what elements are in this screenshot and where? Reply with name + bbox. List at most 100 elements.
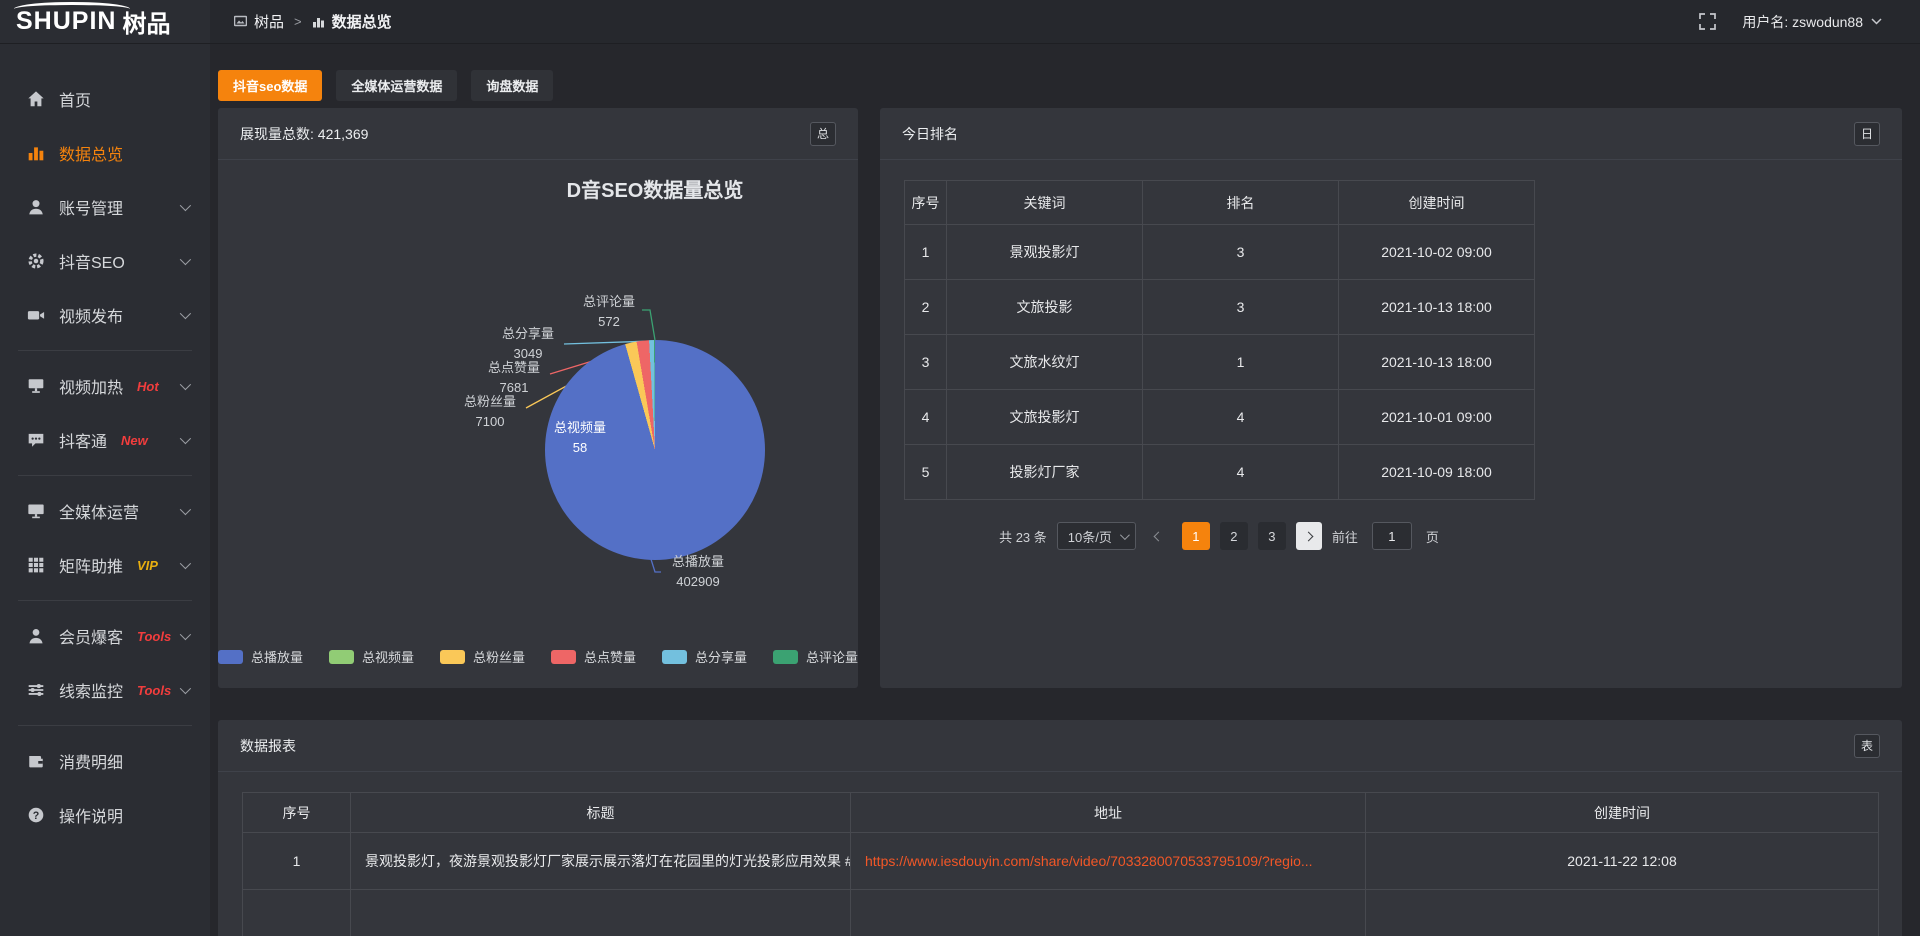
sidebar-item-douyin-seo[interactable]: 抖音SEO (0, 234, 210, 288)
data-tabs: 抖音seo数据 全媒体运营数据 询盘数据 (218, 70, 554, 101)
day-view-button[interactable]: 日 (1853, 121, 1880, 146)
breadcrumb-item-home[interactable]: 树品 (234, 11, 284, 32)
sidebar: 首页 数据总览 账号管理 抖音SEO 视频发布 视频加热 Hot (0, 44, 210, 936)
chevron-down-icon (179, 378, 192, 391)
col-header-title: 标题 (350, 792, 851, 833)
legend-item-likes[interactable]: 总点赞量 (551, 647, 636, 666)
cell-created: 2021-10-01 09:00 (1338, 389, 1535, 445)
total-view-button[interactable]: 总 (809, 121, 836, 146)
tab-media-ops-data[interactable]: 全媒体运营数据 (336, 70, 458, 101)
legend-label: 总播放量 (251, 650, 304, 665)
fullscreen-icon[interactable] (1699, 13, 1717, 30)
cell-keyword: 景观投影灯 (946, 224, 1143, 280)
video-link[interactable]: https://www.iesdouyin.com/share/video/70… (865, 853, 1313, 869)
wallet-icon (27, 752, 45, 770)
tab-douyin-seo-data[interactable]: 抖音seo数据 (218, 70, 323, 101)
legend-item-comments[interactable]: 总评论量 (773, 647, 858, 666)
grid-icon (27, 556, 45, 574)
breadcrumb-label: 数据总览 (331, 14, 392, 31)
col-header-created: 创建时间 (1365, 792, 1879, 833)
chevron-down-icon (179, 682, 192, 695)
pie-label-fans: 总粉丝量 7100 (456, 392, 524, 431)
chevron-down-icon (179, 199, 192, 212)
pagination: 共 23 条 10条/页 1 2 3 前往 页 (904, 522, 1534, 550)
sidebar-item-video-publish[interactable]: 视频发布 (0, 288, 210, 342)
chevron-down-icon (179, 432, 192, 445)
sidebar-item-spend-detail[interactable]: 消费明细 (0, 734, 210, 788)
user-menu[interactable]: 用户名: zswodun88 (1742, 12, 1882, 32)
legend-label: 总点赞量 (584, 650, 637, 665)
report-panel-body: 序号 标题 地址 创建时间 1 景观投影灯，夜游景观投影灯厂家展示展示落灯在花园… (218, 772, 1902, 936)
chevron-down-icon (179, 557, 192, 570)
logo-text-cn: 树品 (122, 11, 171, 38)
goto-label: 前往 (1331, 529, 1358, 545)
sidebar-item-media-ops[interactable]: 全媒体运营 (0, 484, 210, 538)
table-row: 1 景观投影灯 3 2021-10-02 09:00 (904, 224, 1535, 280)
sidebar-item-label: 抖音SEO (59, 255, 125, 272)
legend-item-plays[interactable]: 总播放量 (218, 647, 303, 666)
sidebar-divider (18, 350, 192, 351)
tab-inquiry-data[interactable]: 询盘数据 (471, 70, 554, 101)
series-value: 3049 (513, 345, 543, 361)
legend-item-shares[interactable]: 总分享量 (662, 647, 747, 666)
series-value: 7681 (499, 379, 529, 395)
today-ranking-panel: 今日排名 日 序号 关键词 排名 创建时间 1 景观投影灯 (880, 108, 1902, 688)
col-header-index: 序号 (904, 180, 947, 225)
sidebar-divider (18, 600, 192, 601)
table-header-row: 序号 标题 地址 创建时间 (242, 792, 1879, 833)
pie-graphic[interactable] (545, 340, 765, 560)
prev-page-button[interactable] (1146, 522, 1172, 550)
legend-marker (329, 649, 354, 664)
cell-keyword: 文旅水纹灯 (946, 334, 1143, 390)
sidebar-item-account[interactable]: 账号管理 (0, 180, 210, 234)
sidebar-item-help[interactable]: ? 操作说明 (0, 788, 210, 842)
cell-keyword: 投影灯厂家 (946, 444, 1143, 500)
page-size-select[interactable]: 10条/页 (1056, 522, 1136, 550)
sidebar-item-data-overview[interactable]: 数据总览 (0, 126, 210, 180)
cell-rank: 3 (1142, 279, 1339, 335)
page-button-2[interactable]: 2 (1219, 522, 1248, 550)
question-circle-icon: ? (27, 806, 45, 824)
series-value: 402909 (676, 573, 720, 589)
ranking-panel-header: 今日排名 日 (880, 108, 1902, 160)
series-name: 总评论量 (582, 294, 635, 309)
cell-index: 1 (904, 224, 947, 280)
tools-badge: Tools (137, 682, 172, 698)
goto-page-input[interactable] (1371, 522, 1412, 550)
chevron-down-icon (179, 503, 192, 516)
sidebar-item-label: 首页 (59, 93, 92, 110)
next-page-button[interactable] (1295, 522, 1322, 550)
pie-label-plays: 总播放量 402909 (660, 552, 736, 591)
legend-item-fans[interactable]: 总粉丝量 (440, 647, 525, 666)
legend-item-videos[interactable]: 总视频量 (329, 647, 414, 666)
cell-index (242, 889, 351, 936)
cell-index: 5 (904, 444, 947, 500)
chevron-left-icon (1153, 531, 1164, 541)
chart-title: D音SEO数据量总览 (566, 180, 744, 202)
sidebar-item-matrix-boost[interactable]: 矩阵助推 VIP (0, 538, 210, 592)
username-text: 用户名: zswodun88 (1742, 13, 1863, 30)
page-button-3[interactable]: 3 (1257, 522, 1286, 550)
cell-index: 1 (242, 832, 351, 890)
legend-label: 总粉丝量 (473, 650, 526, 665)
hot-badge: Hot (137, 378, 159, 394)
sidebar-item-home[interactable]: 首页 (0, 72, 210, 126)
sidebar-item-lead-monitor[interactable]: 线索监控 Tools (0, 663, 210, 717)
breadcrumb-separator: > (294, 14, 302, 29)
cell-keyword: 文旅投影灯 (946, 389, 1143, 445)
svg-text:?: ? (33, 810, 40, 822)
pie-label-shares: 总分享量 3049 (494, 324, 562, 363)
page-button-1[interactable]: 1 (1181, 522, 1210, 550)
ranking-table: 序号 关键词 排名 创建时间 1 景观投影灯 3 2021-10-02 09:0… (904, 180, 1535, 500)
sidebar-divider (18, 475, 192, 476)
breadcrumb-item-current[interactable]: 数据总览 (312, 11, 392, 32)
cell-index: 4 (904, 389, 947, 445)
sidebar-item-member-tools[interactable]: 会员爆客 Tools (0, 609, 210, 663)
sidebar-item-video-heat[interactable]: 视频加热 Hot (0, 359, 210, 413)
report-table: 序号 标题 地址 创建时间 1 景观投影灯，夜游景观投影灯厂家展示展示落灯在花园… (242, 792, 1879, 936)
series-name: 总粉丝量 (463, 394, 516, 409)
home-icon (27, 90, 45, 108)
table-view-button[interactable]: 表 (1853, 733, 1880, 758)
user-icon (27, 198, 45, 216)
sidebar-item-douketong[interactable]: 抖客通 New (0, 413, 210, 467)
